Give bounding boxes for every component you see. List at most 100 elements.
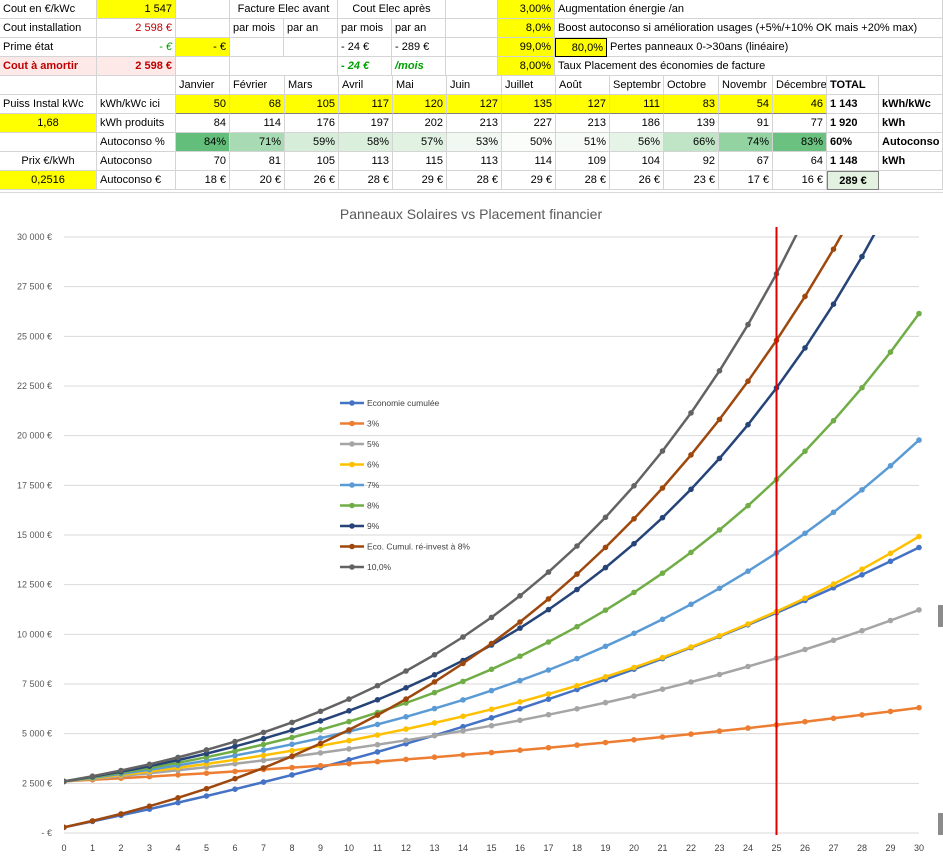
autoconso-pct-value[interactable]: 56% — [610, 133, 664, 152]
autoconso-eur-value[interactable]: 16 € — [773, 171, 827, 190]
month-header[interactable]: Septembr — [610, 76, 664, 95]
autoconso-pct-value[interactable]: 84% — [176, 133, 230, 152]
prime-value-1[interactable]: - € — [97, 38, 176, 57]
pertes-value-2[interactable]: 80,0% — [555, 38, 607, 57]
amortir-label[interactable]: Cout à amortir — [0, 57, 97, 76]
kwh-kwc-value[interactable]: 105 — [285, 95, 339, 114]
autoconso-pct-value[interactable]: 66% — [664, 133, 719, 152]
autoconso-eur-value[interactable]: 20 € — [230, 171, 285, 190]
empty-cell[interactable] — [176, 0, 230, 19]
kwh-produits-value[interactable]: 186 — [610, 114, 664, 133]
prime-value-2[interactable]: - € — [176, 38, 230, 57]
autoconso-kwh-value[interactable]: 105 — [285, 152, 339, 171]
total-header[interactable]: TOTAL — [827, 76, 879, 95]
gain-mois-value[interactable]: - 24 € — [338, 57, 392, 76]
autoconso-kwh-total[interactable]: 1 148 — [827, 152, 879, 171]
kwh-kwc-value[interactable]: 50 — [176, 95, 230, 114]
kwh-produits-unit[interactable]: kWh — [879, 114, 943, 133]
kwh-produits-value[interactable]: 77 — [773, 114, 827, 133]
kwh-kwc-value[interactable]: 127 — [556, 95, 610, 114]
cout-apres-label[interactable]: Cout Elec après — [338, 0, 446, 19]
empty-cell[interactable] — [446, 19, 498, 38]
kwh-produits-label[interactable]: kWh produits — [97, 114, 176, 133]
scroll-handle-top[interactable] — [938, 605, 943, 627]
kwh-kwc-value[interactable]: 111 — [610, 95, 664, 114]
autoconso-kwh-value[interactable]: 70 — [176, 152, 230, 171]
kwh-produits-value[interactable]: 176 — [285, 114, 339, 133]
autoconso-kwh-value[interactable]: 64 — [773, 152, 827, 171]
autoconso-kwh-side[interactable]: Prix €/kWh — [0, 152, 97, 171]
facture-par-mois[interactable]: par mois — [230, 19, 284, 38]
empty-cell[interactable] — [284, 38, 338, 57]
autoconso-kwh-value[interactable]: 92 — [664, 152, 719, 171]
chart-area[interactable]: Panneaux Solaires vs Placement financier… — [0, 192, 943, 859]
kwh-kwc-side[interactable]: Puiss Instal kWc — [0, 95, 97, 114]
autoconso-eur-total[interactable]: 289 € — [827, 171, 879, 190]
cout-kwc-value[interactable]: 1 547 — [97, 0, 176, 19]
autoconso-kwh-value[interactable]: 109 — [556, 152, 610, 171]
scroll-handle-bottom[interactable] — [938, 813, 943, 835]
autoconso-pct-unit[interactable]: Autoconso — [879, 133, 943, 152]
cout-kwc-label[interactable]: Cout en €/kWc — [0, 0, 97, 19]
autoconso-pct-value[interactable]: 51% — [556, 133, 610, 152]
autoconso-pct-value[interactable]: 59% — [285, 133, 339, 152]
kwh-produits-value[interactable]: 202 — [393, 114, 447, 133]
autoconso-kwh-value[interactable]: 113 — [339, 152, 393, 171]
kwh-produits-value[interactable]: 213 — [556, 114, 610, 133]
autoconso-eur-value[interactable]: 18 € — [176, 171, 230, 190]
kwh-kwc-unit[interactable]: kWh/kWc — [879, 95, 943, 114]
autoconso-pct-label[interactable]: Autoconso % — [97, 133, 176, 152]
autoconso-eur-side[interactable]: 0,2516 — [0, 171, 97, 190]
kwh-produits-value[interactable]: 114 — [230, 114, 285, 133]
autoconso-pct-side[interactable] — [0, 133, 97, 152]
month-header[interactable]: Mars — [285, 76, 339, 95]
autoconso-eur-unit[interactable] — [879, 171, 943, 190]
autoconso-eur-value[interactable]: 26 € — [285, 171, 339, 190]
autoconso-kwh-value[interactable]: 114 — [502, 152, 556, 171]
autoconso-kwh-value[interactable]: 113 — [447, 152, 502, 171]
autoconso-eur-value[interactable]: 29 € — [393, 171, 447, 190]
month-header[interactable]: Janvier — [176, 76, 230, 95]
autoconso-pct-value[interactable]: 53% — [447, 133, 502, 152]
autoconso-kwh-value[interactable]: 81 — [230, 152, 285, 171]
month-header[interactable]: Avril — [339, 76, 393, 95]
apres-par-an[interactable]: par an — [392, 19, 446, 38]
month-header[interactable]: Décembre — [773, 76, 827, 95]
cout-install-label[interactable]: Cout installation — [0, 19, 97, 38]
aug-energie-label[interactable]: Augmentation énergie /an — [555, 0, 943, 19]
kwh-kwc-value[interactable]: 127 — [447, 95, 502, 114]
empty-cell[interactable] — [97, 76, 176, 95]
kwh-kwc-total[interactable]: 1 143 — [827, 95, 879, 114]
autoconso-eur-value[interactable]: 28 € — [339, 171, 393, 190]
kwh-kwc-value[interactable]: 46 — [773, 95, 827, 114]
kwh-produits-total[interactable]: 1 920 — [827, 114, 879, 133]
apres-an-value[interactable]: - 289 € — [392, 38, 446, 57]
apres-par-mois[interactable]: par mois — [338, 19, 392, 38]
kwh-kwc-value[interactable]: 54 — [719, 95, 773, 114]
empty-cell[interactable] — [176, 19, 230, 38]
facture-avant-label[interactable]: Facture Elec avant — [230, 0, 338, 19]
autoconso-pct-value[interactable]: 71% — [230, 133, 285, 152]
taux-label[interactable]: Taux Placement des économies de facture — [555, 57, 943, 76]
kwh-produits-value[interactable]: 213 — [447, 114, 502, 133]
kwh-produits-value[interactable]: 227 — [502, 114, 556, 133]
boost-label[interactable]: Boost autoconso si amélioration usages (… — [555, 19, 943, 38]
autoconso-eur-value[interactable]: 28 € — [556, 171, 610, 190]
month-header[interactable]: Février — [230, 76, 285, 95]
autoconso-pct-value[interactable]: 57% — [393, 133, 447, 152]
pertes-label[interactable]: Pertes panneaux 0->30ans (linéaire) — [607, 38, 943, 57]
autoconso-pct-value[interactable]: 83% — [773, 133, 827, 152]
month-header[interactable]: Mai — [393, 76, 447, 95]
empty-cell[interactable] — [446, 57, 498, 76]
apres-mois-value[interactable]: - 24 € — [338, 38, 392, 57]
empty-cell[interactable] — [446, 38, 498, 57]
kwh-kwc-value[interactable]: 120 — [393, 95, 447, 114]
kwh-kwc-value[interactable]: 83 — [664, 95, 719, 114]
autoconso-kwh-value[interactable]: 104 — [610, 152, 664, 171]
empty-cell[interactable] — [446, 0, 498, 19]
empty-cell[interactable] — [230, 57, 338, 76]
kwh-kwc-label[interactable]: kWh/kWc ici — [97, 95, 176, 114]
month-header[interactable]: Octobre — [664, 76, 719, 95]
autoconso-pct-value[interactable]: 50% — [502, 133, 556, 152]
kwh-produits-side[interactable]: 1,68 — [0, 114, 97, 133]
